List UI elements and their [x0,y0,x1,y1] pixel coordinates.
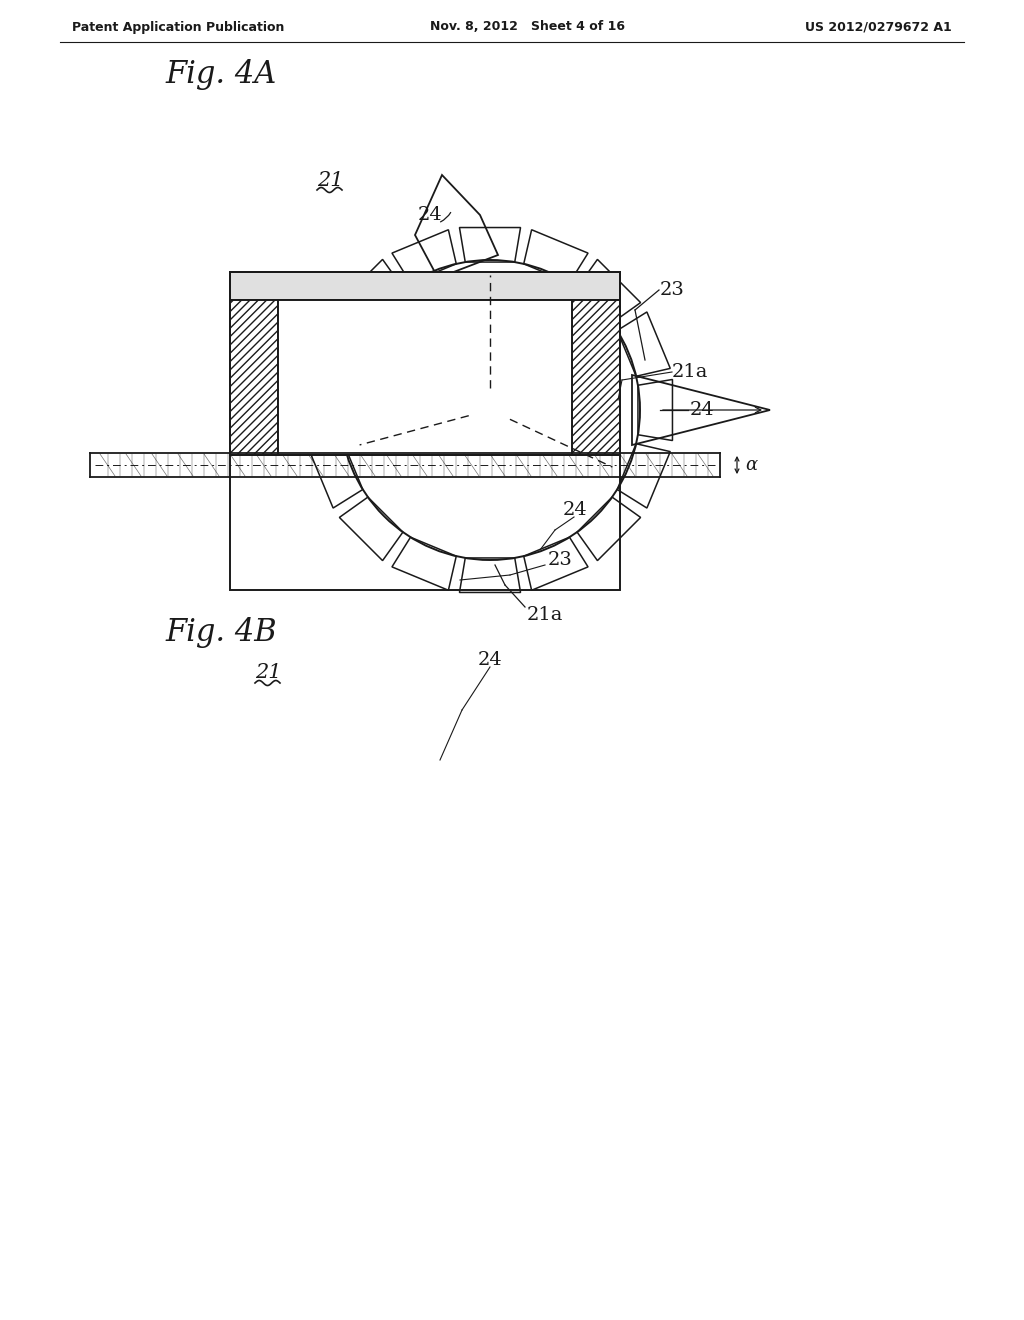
Text: Patent Application Publication: Patent Application Publication [72,21,285,33]
Text: 21a: 21a [526,606,563,624]
Bar [230,272,620,300]
Bar [230,300,278,455]
Circle shape [468,388,512,432]
Text: 24: 24 [690,401,715,418]
Text: α: α [745,455,757,474]
Text: Fig. 4A: Fig. 4A [165,59,276,91]
Bar [572,300,620,455]
Text: Fig. 4B: Fig. 4B [165,616,276,648]
Text: 24: 24 [418,206,442,224]
Text: 21a: 21a [672,363,709,381]
Text: 21: 21 [316,170,343,190]
Bar [230,455,620,590]
Bar [230,272,620,455]
Text: 23: 23 [548,550,572,569]
Text: US 2012/0279672 A1: US 2012/0279672 A1 [805,21,952,33]
Text: 23: 23 [660,281,685,300]
Text: 21: 21 [255,664,282,682]
Text: Nov. 8, 2012   Sheet 4 of 16: Nov. 8, 2012 Sheet 4 of 16 [430,21,625,33]
Text: 24: 24 [562,502,588,519]
Text: 24: 24 [477,651,503,669]
Bar [278,300,572,455]
Circle shape [340,260,640,560]
Polygon shape [557,437,572,453]
